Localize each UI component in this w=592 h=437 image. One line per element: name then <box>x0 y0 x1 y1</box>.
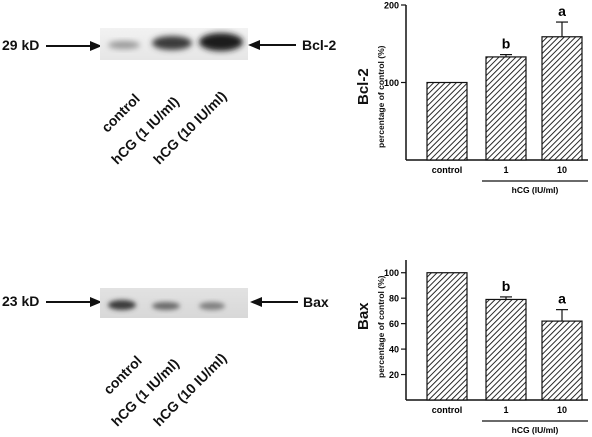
bottom-protein-label: Bax <box>303 294 329 310</box>
bar <box>541 320 583 401</box>
bottom-marker-arrow <box>46 297 102 307</box>
bottom-marker-label: 23 kD <box>2 293 40 309</box>
bax-bar-chart: 20 40 60 80 100 control b 1 a 10 hCG (IU/ml) <box>384 260 588 435</box>
x-tick-label: control <box>432 405 463 415</box>
significance-label: b <box>502 278 511 294</box>
y-tick-label: 100 <box>384 268 399 278</box>
top-chart-title: Bcl-2 <box>355 68 372 105</box>
x-tick-label: 1 <box>503 405 508 415</box>
bottom-protein-arrow <box>250 297 298 307</box>
bar <box>541 36 583 161</box>
bar <box>426 272 468 401</box>
y-tick-label: 40 <box>389 345 399 355</box>
x-axis-label: hCG (IU/ml) <box>512 425 559 435</box>
x-tick-label: control <box>432 165 463 175</box>
top-marker-arrow <box>46 41 102 51</box>
y-tick-label: 80 <box>389 294 399 304</box>
bar <box>426 81 468 161</box>
top-lane-label-hcg10: hCG (10 IU/ml) <box>150 87 230 168</box>
significance-label: a <box>558 291 566 307</box>
y-tick-label: 100 <box>384 78 399 88</box>
x-tick-label: 10 <box>557 165 567 175</box>
bcl2-bar-chart: 100 200 control b 1 a 10 hCG (IU/ml) <box>384 1 588 195</box>
bottom-chart-title: Bax <box>355 302 372 330</box>
bar <box>485 298 527 401</box>
significance-label: a <box>558 3 566 19</box>
top-protein-arrow <box>248 40 296 50</box>
x-tick-label: 1 <box>503 165 508 175</box>
top-marker-label: 29 kD <box>2 37 40 53</box>
significance-label: b <box>502 36 511 52</box>
bottom-lane-label-hcg10: hCG (10 IU/ml) <box>150 349 230 430</box>
bax-blot-image <box>100 288 248 318</box>
y-tick-label: 200 <box>384 1 399 11</box>
y-tick-label: 20 <box>389 370 399 380</box>
top-protein-label: Bcl-2 <box>302 37 337 53</box>
y-tick-label: 60 <box>389 319 399 329</box>
x-axis-label: hCG (IU/ml) <box>512 185 559 195</box>
bar <box>485 56 527 161</box>
x-tick-label: 10 <box>557 405 567 415</box>
bcl2-blot-image <box>100 28 248 60</box>
